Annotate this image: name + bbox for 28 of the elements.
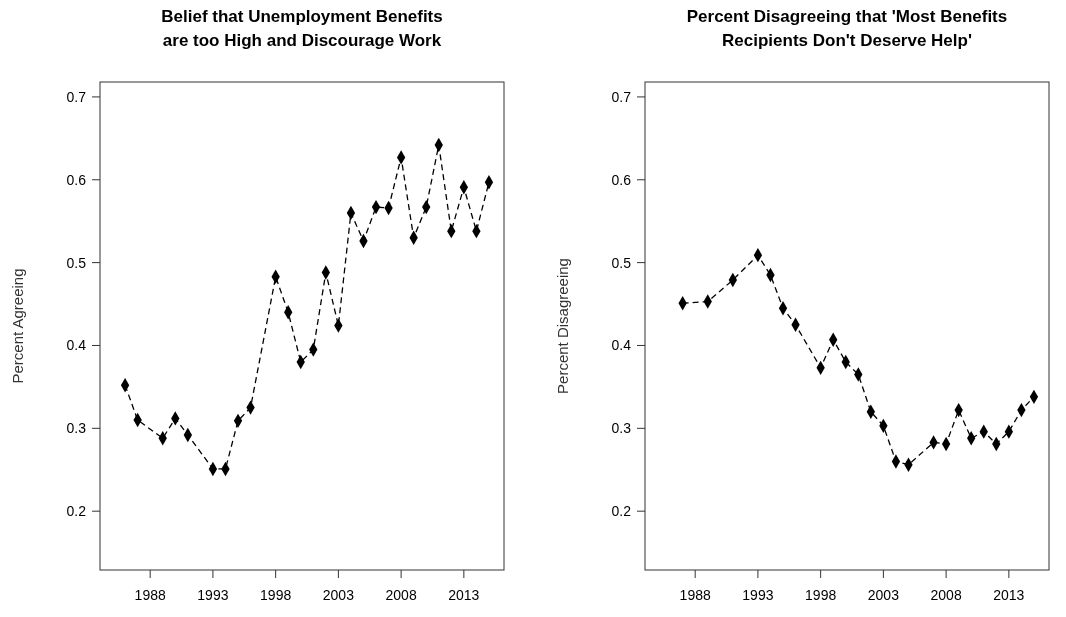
y-axis-title: Percent Agreeing (9, 268, 26, 384)
x-tick-label: 2008 (385, 587, 417, 603)
x-tick-label: 1988 (679, 587, 711, 603)
y-tick-label: 0.6 (66, 171, 87, 188)
y-tick-label: 0.7 (66, 88, 87, 105)
y-tick-label: 0.7 (611, 88, 632, 105)
chart-title: Belief that Unemployment Benefits are too High and Discourage Work (161, 7, 443, 50)
chart-title: Percent Disagreeing that 'Most Benefits Recipients Don't Deserve Help' (686, 7, 1008, 50)
y-tick-label: 0.5 (611, 254, 632, 271)
x-tick-label: 1998 (260, 587, 292, 603)
x-tick-label: 1993 (742, 587, 774, 603)
x-tick-label: 2003 (867, 587, 900, 603)
x-tick-label: 1988 (134, 587, 166, 603)
y-tick-label: 0.5 (66, 254, 87, 271)
x-tick-label: 2013 (993, 587, 1025, 603)
y-tick-label: 0.2 (611, 503, 632, 520)
x-tick-label: 1998 (805, 587, 837, 603)
y-tick-label: 0.4 (66, 337, 87, 354)
y-tick-label: 0.6 (611, 171, 632, 188)
x-tick-label: 2003 (322, 587, 355, 603)
x-tick-label: 2008 (930, 587, 962, 603)
y-tick-label: 0.2 (66, 503, 87, 520)
y-axis-title: Percent Disagreeing (554, 258, 571, 394)
y-tick-label: 0.4 (611, 337, 632, 354)
y-tick-label: 0.3 (611, 420, 632, 437)
y-tick-label: 0.3 (66, 420, 87, 437)
x-tick-label: 2013 (448, 587, 480, 603)
x-tick-label: 1993 (197, 587, 229, 603)
